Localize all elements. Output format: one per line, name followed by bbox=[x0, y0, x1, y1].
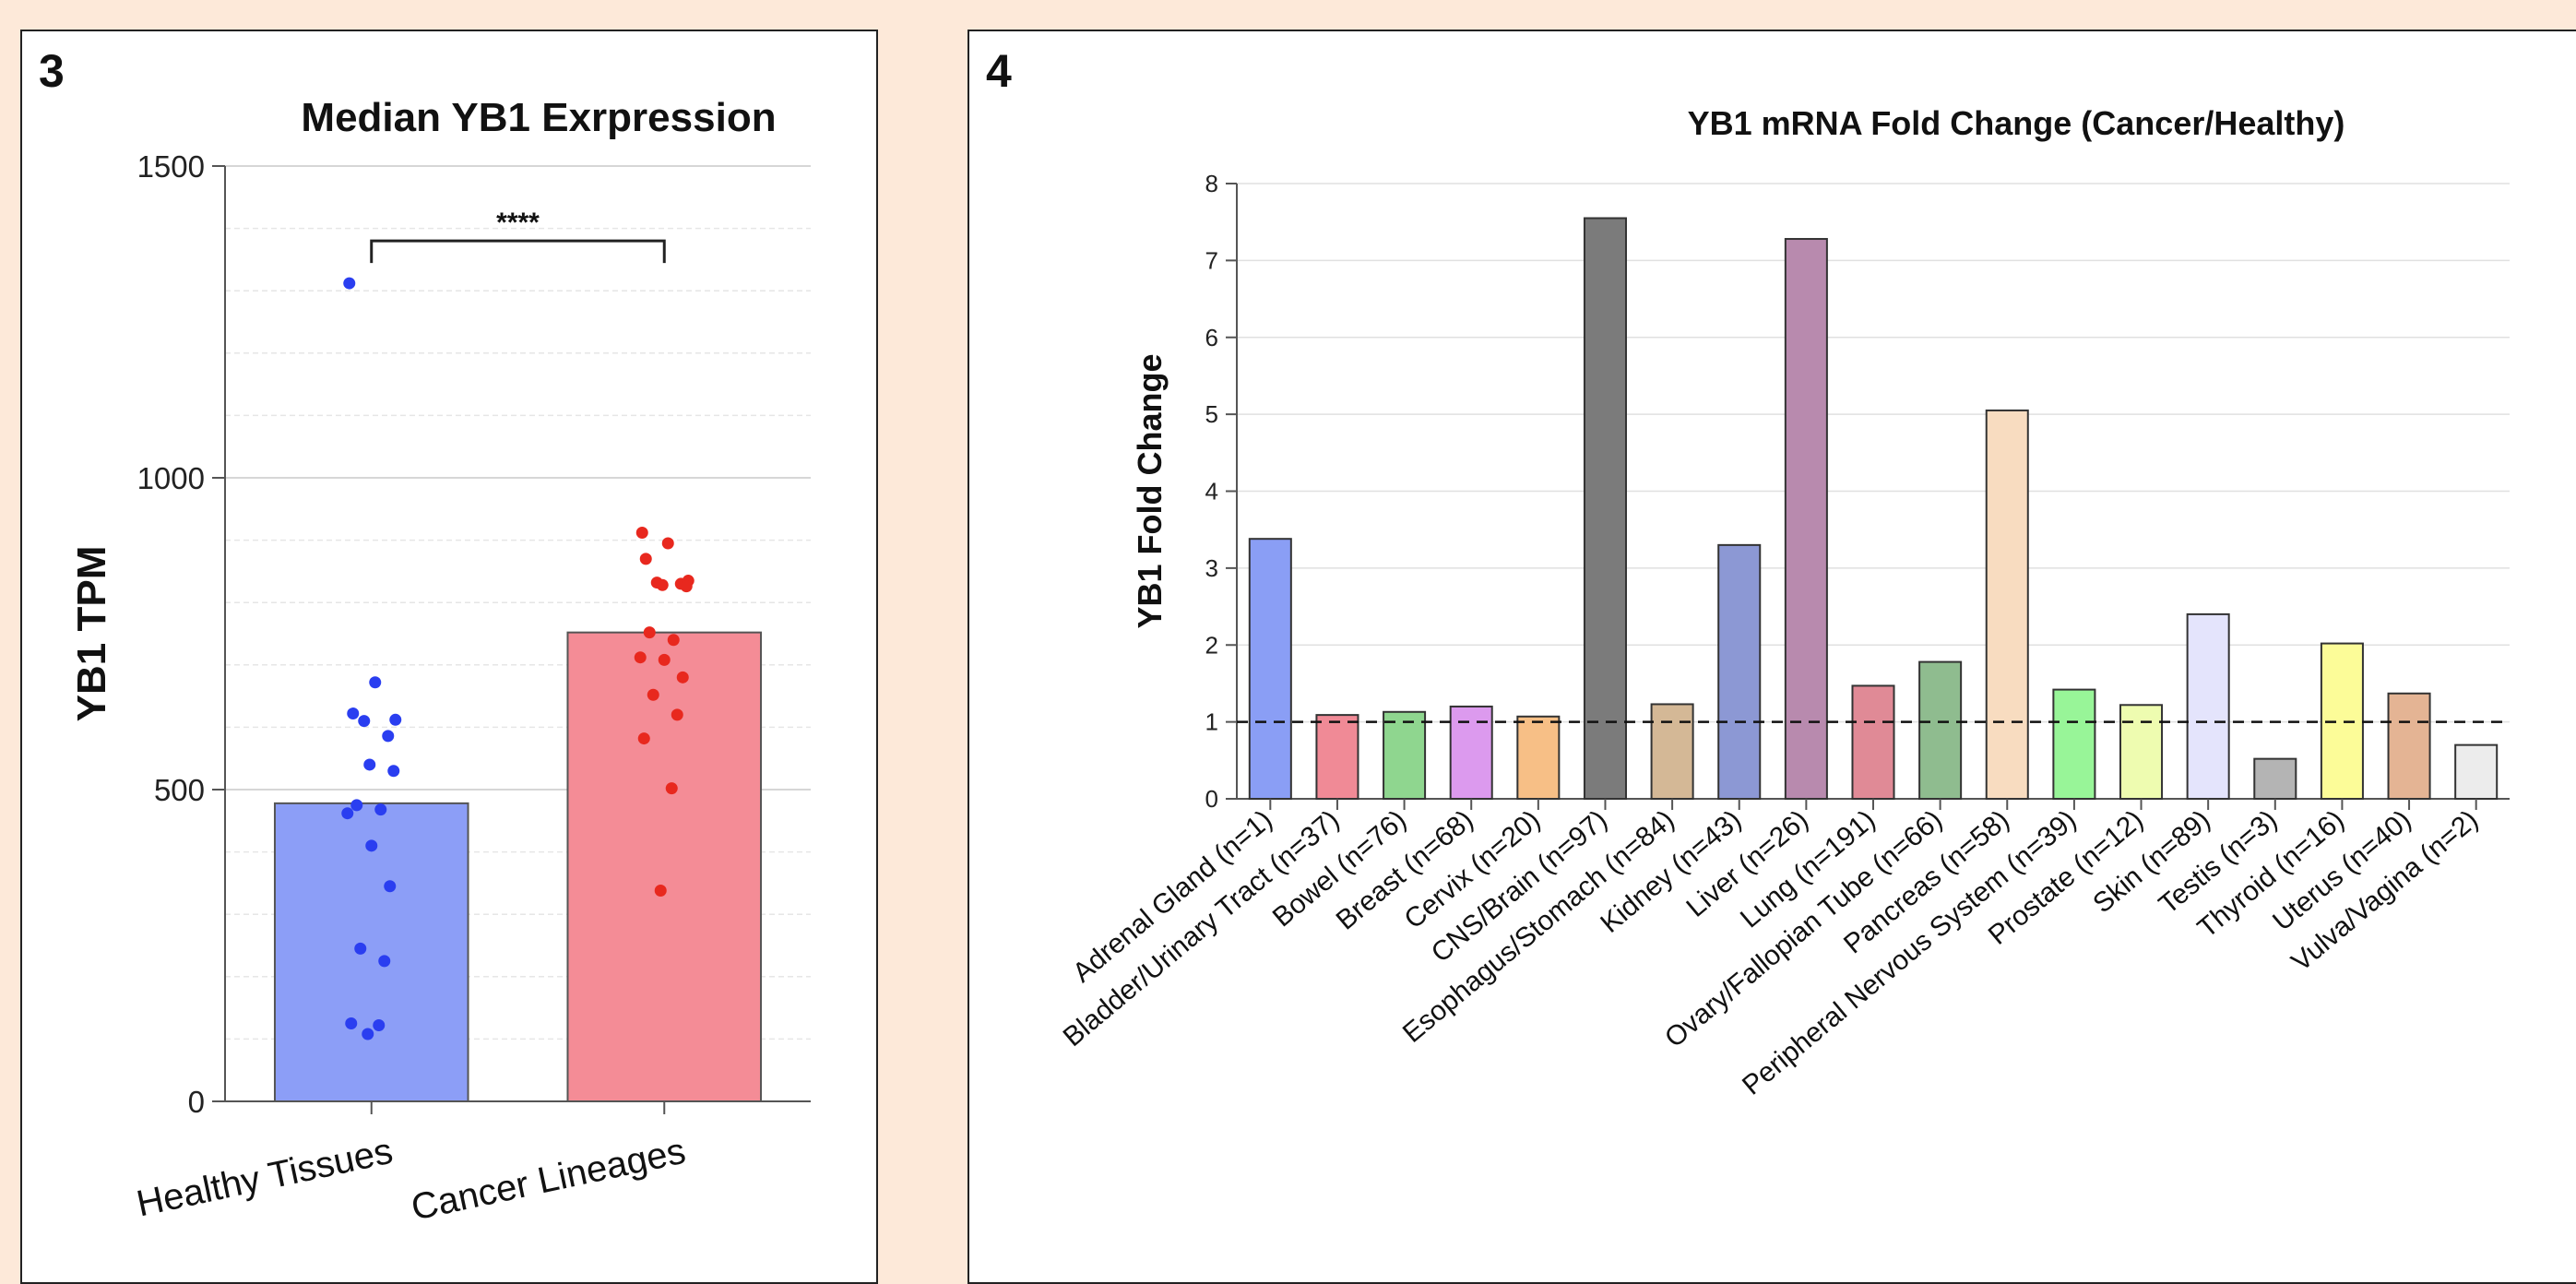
data-point-healthy-tissues bbox=[369, 676, 382, 689]
bar-pancreas-n-58 bbox=[1985, 409, 2029, 800]
bar-peripheral-nervous-system-n-39 bbox=[2052, 688, 2096, 800]
y-tick-label: 0 bbox=[188, 1085, 205, 1119]
data-point-healthy-tissues bbox=[384, 880, 397, 893]
bar-lung-n-191 bbox=[1851, 684, 1895, 800]
data-point-cancer-lineages bbox=[676, 671, 689, 684]
y-axis-label: YB1 TPM bbox=[69, 546, 114, 722]
bar-liver-n-26 bbox=[1784, 238, 1828, 800]
x-tick-label: Bladder/Urinary Tract (n=37) bbox=[1058, 804, 1346, 1052]
data-point-healthy-tissues bbox=[347, 707, 360, 720]
y-tick-label: 5 bbox=[1205, 400, 1218, 428]
data-point-cancer-lineages bbox=[637, 732, 650, 745]
bar-cervix-n-20 bbox=[1516, 715, 1561, 801]
data-point-cancer-lineages bbox=[634, 651, 647, 664]
bar-adrenal-gland-n-1 bbox=[1248, 538, 1292, 800]
data-point-cancer-lineages bbox=[667, 634, 680, 647]
data-point-cancer-lineages bbox=[656, 578, 669, 591]
panel-fold-change: 4 0 1 2 3 4 5 6 7 8 Adrenal Gland (n=1) Bladder/Ur… bbox=[967, 30, 2576, 1284]
data-point-healthy-tissues bbox=[374, 803, 387, 816]
bar-vulva-vagina-n-2 bbox=[2454, 743, 2499, 801]
y-tick-label: 4 bbox=[1205, 478, 1218, 505]
data-point-cancer-lineages bbox=[658, 653, 671, 666]
y-tick-label: 1 bbox=[1205, 708, 1218, 736]
panel-number-3: 3 bbox=[39, 45, 65, 97]
data-point-healthy-tissues bbox=[382, 730, 395, 743]
bar-kidney-n-43 bbox=[1717, 543, 1762, 800]
bar-uterus-n-40 bbox=[2387, 692, 2431, 800]
data-point-healthy-tissues bbox=[363, 758, 376, 771]
data-point-cancer-lineages bbox=[654, 885, 667, 898]
data-point-healthy-tissues bbox=[358, 715, 371, 728]
panel-number-4: 4 bbox=[986, 45, 1012, 97]
data-point-cancer-lineages bbox=[665, 782, 678, 795]
bar-cns-brain-n-97 bbox=[1583, 217, 1627, 801]
data-point-healthy-tissues bbox=[387, 765, 400, 778]
y-tick-label: 2 bbox=[1205, 631, 1218, 659]
panel-median-expression: 3 0 500 1000 1500 Healthy Tissues Cancer Line… bbox=[20, 30, 878, 1284]
x-tick-label: Cancer Lineages bbox=[408, 1131, 689, 1229]
data-point-healthy-tissues bbox=[350, 799, 363, 812]
y-tick-label: 7 bbox=[1205, 246, 1218, 274]
y-tick-label: 500 bbox=[154, 773, 205, 807]
bar-cancer-lineages bbox=[566, 631, 763, 1102]
bar-bowel-n-76 bbox=[1383, 710, 1427, 801]
y-tick-label: 3 bbox=[1205, 554, 1218, 582]
data-point-cancer-lineages bbox=[671, 708, 683, 721]
data-point-cancer-lineages bbox=[680, 580, 693, 593]
y-tick-label: 0 bbox=[1205, 785, 1218, 813]
data-point-healthy-tissues bbox=[341, 807, 354, 820]
y-axis-label: YB1 Fold Change bbox=[1131, 353, 1169, 628]
bar-ovary-fallopian-tube-n-66 bbox=[1918, 660, 1963, 801]
bar-prostate-n-12 bbox=[2119, 704, 2164, 800]
data-point-healthy-tissues bbox=[345, 1017, 358, 1029]
data-point-cancer-lineages bbox=[647, 688, 659, 701]
bar-skin-n-89 bbox=[2186, 612, 2230, 801]
data-point-cancer-lineages bbox=[639, 553, 652, 565]
data-point-healthy-tissues bbox=[378, 955, 391, 968]
data-point-healthy-tissues bbox=[362, 1028, 374, 1040]
data-point-healthy-tissues bbox=[343, 277, 356, 290]
data-point-healthy-tissues bbox=[365, 839, 378, 852]
data-point-cancer-lineages bbox=[635, 526, 648, 539]
bar-testis-n-3 bbox=[2253, 757, 2297, 801]
bar-bladder-urinary-tract-n-37 bbox=[1315, 714, 1359, 801]
chart-title: YB1 mRNA Fold Change (Cancer/Healthy) bbox=[1688, 104, 2345, 142]
median-expression-chart: 0 500 1000 1500 Healthy Tissues Cancer Lineag… bbox=[69, 95, 811, 1229]
data-point-cancer-lineages bbox=[661, 537, 674, 550]
significance-bracket bbox=[370, 239, 666, 264]
bar-breast-n-68 bbox=[1449, 705, 1493, 801]
data-point-healthy-tissues bbox=[373, 1019, 386, 1032]
data-point-healthy-tissues bbox=[354, 942, 367, 955]
y-tick-label: 8 bbox=[1205, 170, 1218, 197]
x-tick-label: Healthy Tissues bbox=[133, 1131, 396, 1225]
data-point-cancer-lineages bbox=[643, 626, 656, 639]
significance-stars: **** bbox=[496, 208, 540, 238]
y-tick-label: 6 bbox=[1205, 324, 1218, 351]
y-tick-label: 1500 bbox=[137, 149, 205, 184]
bar-healthy-tissues bbox=[273, 802, 469, 1102]
chart-title: Median YB1 Exrpression bbox=[301, 95, 776, 140]
bar-esophagus-stomach-n-84 bbox=[1650, 703, 1694, 800]
data-point-healthy-tissues bbox=[389, 713, 402, 726]
y-tick-label: 1000 bbox=[137, 461, 205, 495]
